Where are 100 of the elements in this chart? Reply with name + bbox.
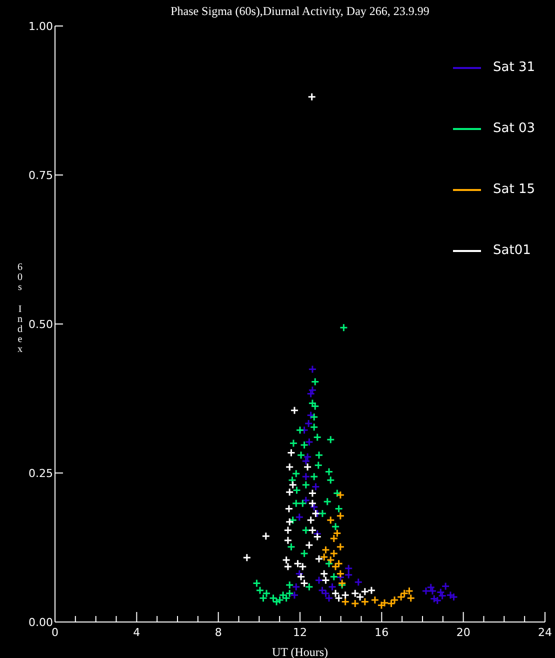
point: [404, 586, 414, 596]
point: [310, 402, 320, 410]
point: [308, 489, 317, 498]
x-tick-label: 16: [374, 626, 389, 639]
point: [286, 542, 296, 552]
y-tick-label: 0.75: [28, 169, 53, 182]
point: [302, 496, 310, 505]
point: [302, 472, 310, 481]
point: [296, 450, 306, 460]
point: [318, 586, 327, 595]
point: [314, 576, 324, 585]
point: [304, 419, 313, 428]
point: [306, 516, 316, 524]
point: [330, 549, 338, 558]
legend-label: Sat 03: [493, 121, 535, 136]
point: [334, 559, 344, 568]
point: [278, 590, 288, 600]
point: [367, 586, 376, 595]
point: [292, 582, 300, 592]
point: [370, 596, 380, 604]
x-tick-label: 0: [52, 626, 58, 639]
point: [328, 582, 337, 592]
point: [336, 512, 345, 520]
y-tick-label: 1.00: [28, 20, 53, 33]
point: [332, 528, 342, 538]
point: [320, 569, 328, 578]
y-tick-label: 0.00: [28, 616, 53, 629]
point: [321, 576, 330, 585]
point: [284, 504, 294, 514]
point: [303, 462, 312, 472]
point: [304, 540, 314, 550]
point: [290, 406, 299, 415]
point: [292, 486, 301, 495]
point: [326, 435, 335, 444]
point: [285, 518, 294, 526]
point: [314, 554, 324, 564]
point: [292, 499, 300, 508]
x-tick-label: 12: [293, 626, 307, 639]
chart-title: Phase Sigma (60s),Diurnal Activity, Day 266, 23.9.99: [170, 4, 430, 19]
point: [310, 422, 318, 432]
point: [344, 564, 353, 573]
point: [285, 462, 294, 472]
point: [308, 499, 317, 508]
point: [288, 476, 296, 484]
point: [285, 488, 294, 496]
point: [330, 572, 338, 581]
x-tick-label: 4: [133, 626, 140, 639]
point: [390, 596, 399, 604]
point: [304, 582, 314, 592]
point: [286, 448, 296, 457]
point: [387, 599, 396, 608]
point: [242, 553, 252, 562]
point: [360, 597, 370, 606]
point: [321, 546, 330, 554]
point: [308, 399, 317, 408]
legend-label: Sat01: [493, 243, 531, 258]
point: [302, 480, 310, 490]
point: [344, 570, 353, 580]
point: [289, 438, 298, 448]
point: [285, 580, 294, 590]
point: [284, 536, 292, 545]
point: [396, 592, 406, 602]
x-tick-label: 8: [214, 626, 222, 639]
point: [298, 499, 307, 508]
point: [360, 587, 370, 596]
point: [252, 579, 261, 588]
point: [296, 426, 304, 434]
point: [304, 438, 314, 446]
point: [292, 469, 300, 478]
point: [262, 532, 270, 540]
point: [284, 526, 292, 534]
x-tick-label: 20: [456, 626, 470, 639]
point: [302, 456, 310, 466]
point: [330, 534, 338, 543]
point: [288, 480, 298, 490]
point: [422, 586, 430, 596]
point: [314, 461, 323, 470]
point: [331, 522, 340, 531]
point: [259, 594, 268, 602]
point: [336, 542, 345, 552]
point: [314, 450, 324, 460]
point: [326, 516, 335, 524]
point: [310, 412, 318, 422]
point: [308, 365, 317, 374]
point: [284, 562, 292, 571]
point: [303, 452, 312, 462]
point: [336, 569, 345, 578]
point: [341, 597, 350, 606]
legend-label: Sat 15: [493, 182, 535, 197]
point: [334, 504, 344, 514]
point: [324, 468, 334, 476]
point: [300, 549, 309, 558]
point: [313, 432, 322, 442]
point: [336, 490, 345, 500]
point: [295, 512, 304, 522]
point: [311, 482, 320, 491]
point: [326, 476, 335, 484]
point: [282, 556, 291, 564]
point: [350, 599, 360, 608]
point: [285, 589, 294, 598]
